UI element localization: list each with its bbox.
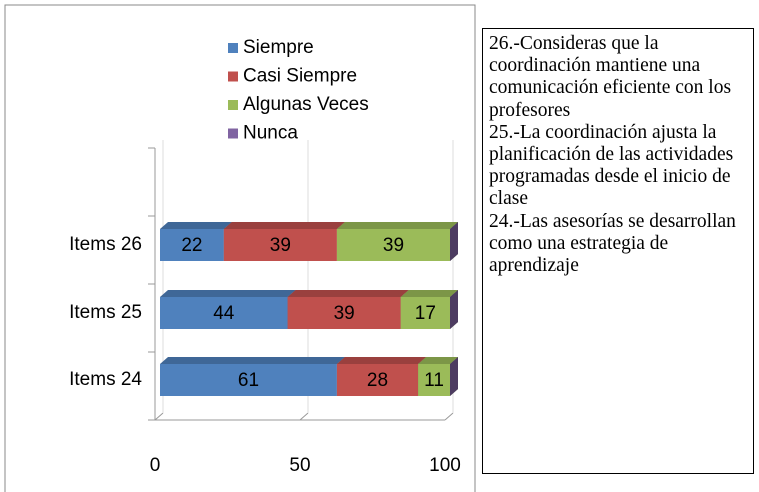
chart-frame [4,4,476,492]
bar [160,229,224,261]
bar-top [223,222,345,229]
legend-label: Casi Siempre [243,66,357,87]
bar-side [450,357,458,396]
bar-top [400,290,458,297]
bar [336,364,419,396]
bar-top [160,222,232,229]
bar-side [450,290,458,329]
legend-swatch [228,71,238,82]
data-label: 39 [383,235,404,256]
legend-swatch [228,128,238,139]
legend-swatch [228,100,238,110]
annotation: 25.-La coordinación ajusta la planificac… [489,121,734,210]
data-label: 17 [415,303,436,324]
annotation: 24.-Las asesorías se desarrollan como un… [489,210,736,277]
bar [336,229,450,261]
bar [160,364,337,396]
data-label: 11 [424,370,444,391]
data-label: 39 [334,303,355,324]
bar [160,297,288,329]
y-tick-label: Items 26 [69,234,142,255]
grid-line [444,412,454,421]
x-tick-label: 0 [150,455,161,476]
bar-top [160,290,296,297]
bar-top [287,290,409,297]
x-tick-label: 50 [289,455,310,476]
data-label: 22 [181,235,202,256]
annotation: 26.-Consideras que la coordinación manti… [489,33,732,121]
y-tick-label: Items 25 [69,302,142,323]
data-label: 28 [367,370,388,391]
legend-label: Algunas Veces [243,94,369,115]
data-label: 61 [238,370,259,391]
data-label: 39 [270,235,291,256]
bar-side [450,222,458,261]
bar-top [418,357,458,364]
bar [418,364,450,396]
bar-top [336,357,427,364]
legend-swatch [228,43,238,53]
bar-top [336,222,458,229]
bar [287,297,401,329]
bar [223,229,337,261]
bar-top [160,357,345,364]
legend-label: Nunca [243,123,298,144]
text-box: 26.-Consideras que la coordinación manti… [482,28,754,474]
y-tick-label: Items 24 [69,369,142,390]
data-label: 44 [213,303,235,324]
legend-label: Siempre [243,37,314,58]
x-tick-label: 100 [429,455,461,476]
grid-line [154,412,164,421]
bar [400,297,450,329]
grid-line [299,412,309,421]
